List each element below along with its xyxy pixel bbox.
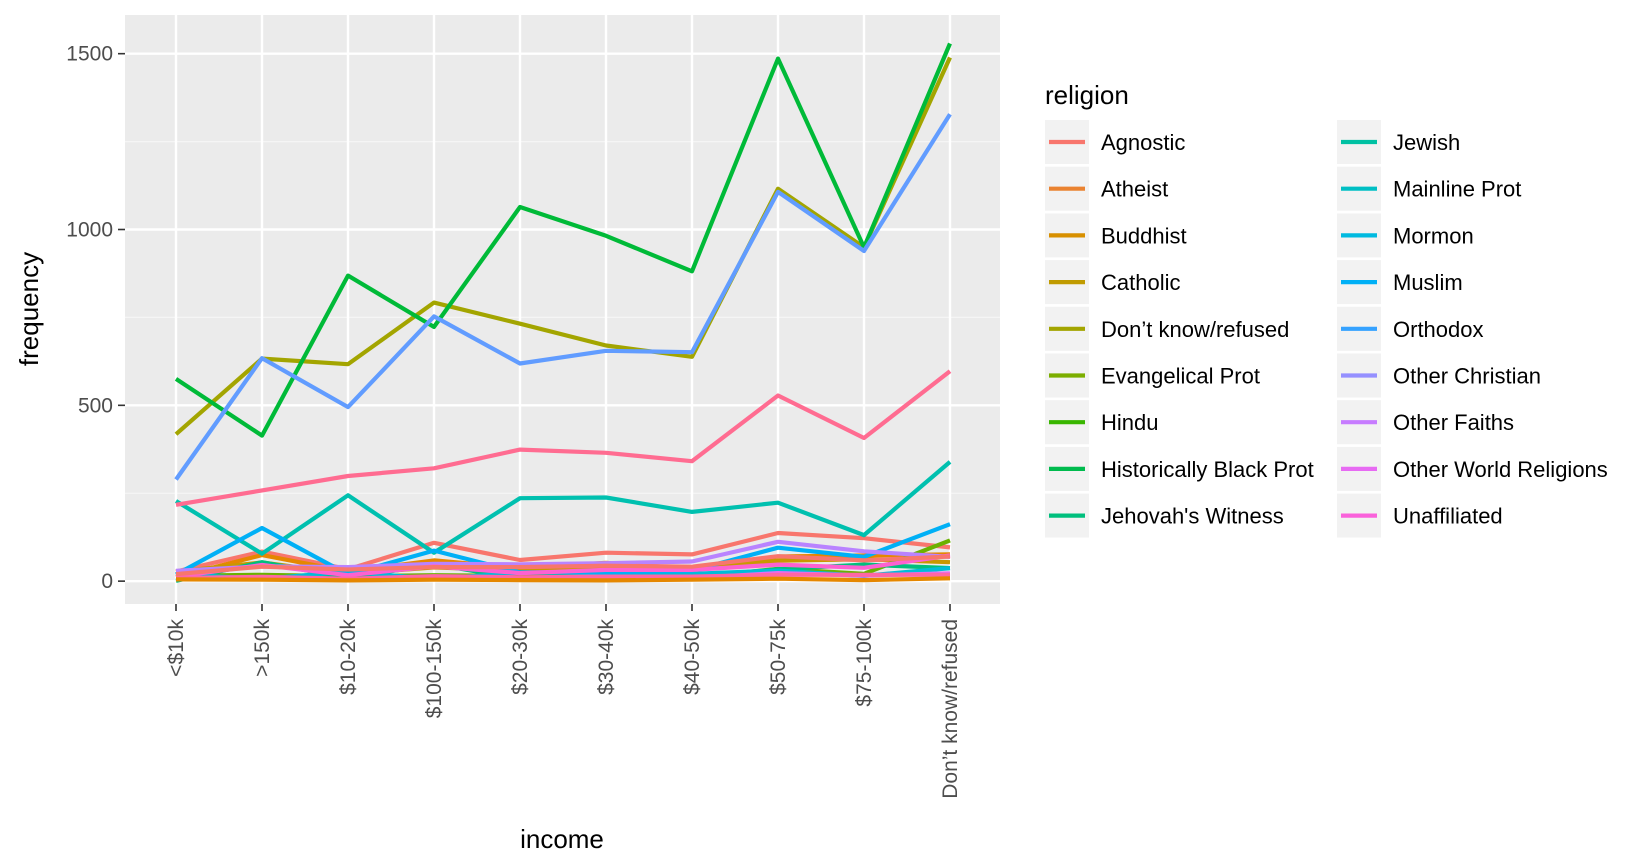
series-line <box>175 554 951 577</box>
series-line <box>175 576 951 583</box>
legend-label: Jewish <box>1393 130 1460 155</box>
legend-label: Mainline Prot <box>1393 177 1521 202</box>
series-line <box>175 369 952 507</box>
x-tick-label: $50-75k <box>767 619 790 695</box>
x-tick-label: <$10k <box>165 619 188 677</box>
legend-label: Don’t know/refused <box>1101 317 1289 342</box>
legend-label: Catholic <box>1101 270 1180 295</box>
legend-label: Buddhist <box>1101 223 1187 248</box>
series-line <box>174 42 952 438</box>
legend-label: Unaffiliated <box>1393 504 1503 529</box>
x-tick-label: $40-50k <box>681 619 704 695</box>
legend-title: religion <box>1045 80 1129 110</box>
series-line <box>175 572 950 581</box>
legend-label: Mormon <box>1393 223 1474 248</box>
legend-label: Orthodox <box>1393 317 1484 342</box>
x-tick-label: $20-30k <box>509 619 532 695</box>
series-line <box>174 56 952 436</box>
y-tick-label: 1500 <box>66 43 113 66</box>
x-tick-label: $10-20k <box>337 619 360 695</box>
series-line <box>175 530 951 574</box>
grid-minor <box>125 140 1000 494</box>
legend-label: Agnostic <box>1101 130 1185 155</box>
legend-label: Muslim <box>1393 270 1463 295</box>
legend-items: Agnostic Atheist Buddhist Catholic Don’t kno… <box>1045 120 1608 538</box>
series-line <box>174 113 952 481</box>
legend-label: Other Christian <box>1393 364 1541 389</box>
y-tick-label: 1000 <box>66 219 113 242</box>
x-tick-label: Don’t know/refused <box>939 619 962 799</box>
y-axis: 0 500 1000 1500 <box>66 43 125 593</box>
x-tick-label: >150k <box>251 619 274 677</box>
legend: religion Agnostic Atheist Buddhist Catholic… <box>1045 80 1608 538</box>
legend-label: Evangelical Prot <box>1101 364 1260 389</box>
plot-panel <box>125 15 1000 604</box>
legend-label: Jehovah's Witness <box>1101 504 1284 529</box>
legend-label: Other World Religions <box>1393 457 1608 482</box>
y-tick-label: 0 <box>101 570 113 593</box>
legend-label: Other Faiths <box>1393 410 1514 435</box>
x-axis: <$10k >150k $10-20k $100-150k $20-30k $30-40k… <box>165 604 962 799</box>
series-lines <box>174 42 952 583</box>
legend-label: Hindu <box>1101 410 1158 435</box>
x-axis-title: income <box>520 824 604 854</box>
y-tick-label: 500 <box>78 394 113 417</box>
y-axis-title: frequency <box>14 252 44 366</box>
x-tick-label: $75-100k <box>853 619 876 707</box>
grid-major <box>125 15 1000 604</box>
legend-label: Atheist <box>1101 177 1168 202</box>
x-tick-label: $30-40k <box>595 619 618 695</box>
series-line <box>174 460 952 556</box>
legend-label: Historically Black Prot <box>1101 457 1314 482</box>
x-tick-label: $100-150k <box>423 619 446 719</box>
